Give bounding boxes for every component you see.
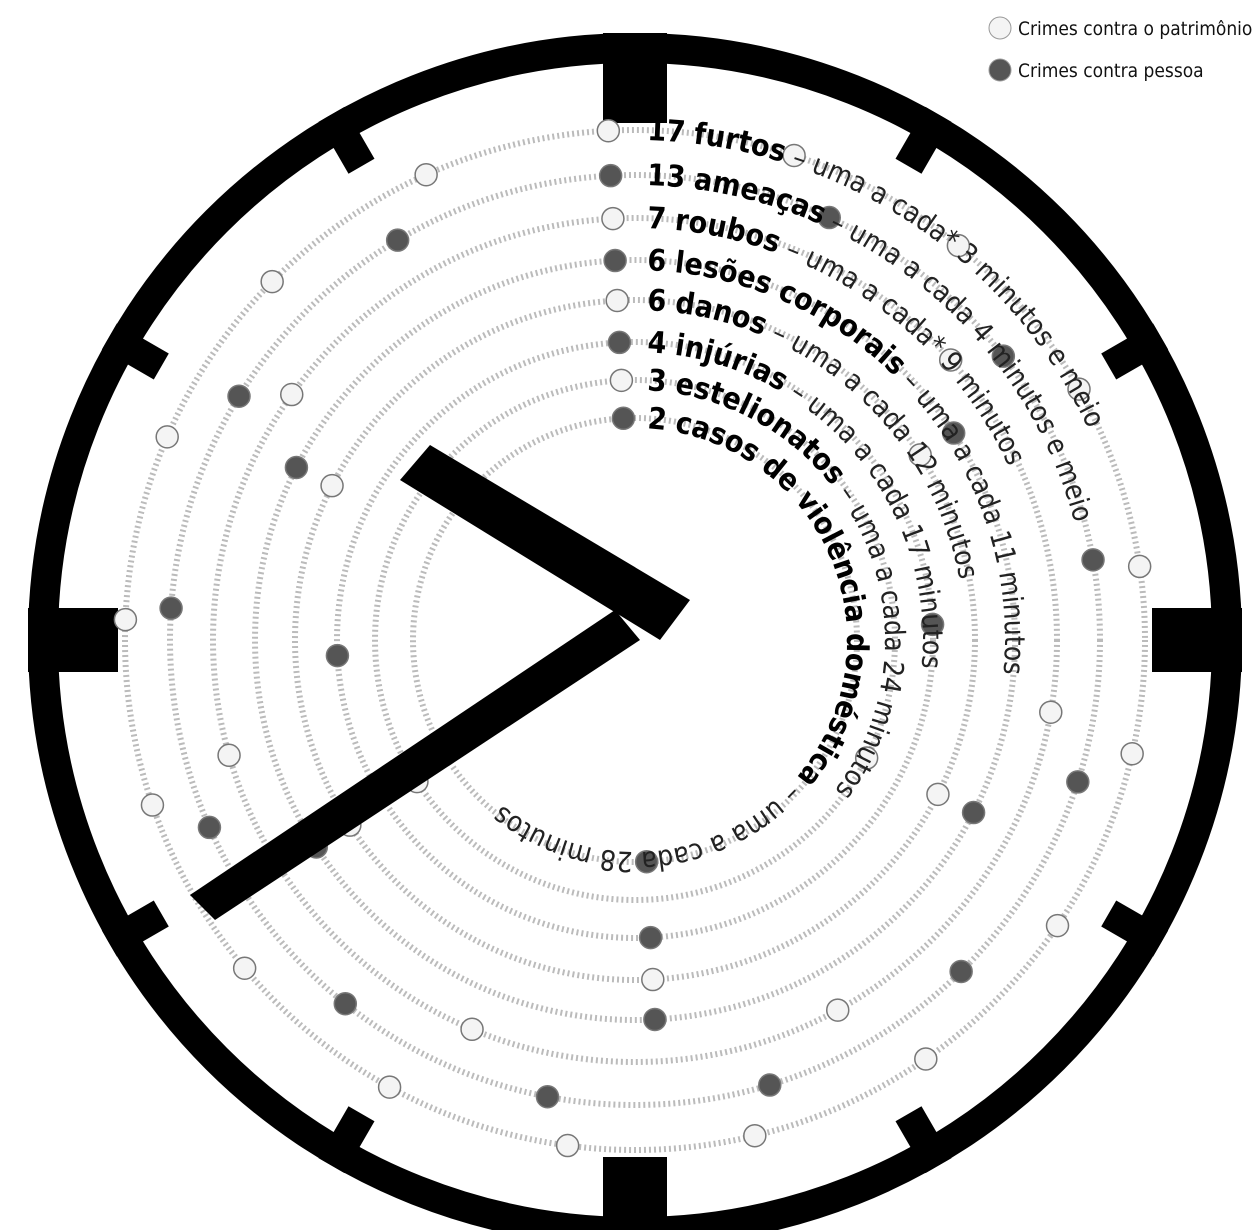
crime-dot: [415, 164, 437, 186]
crime-count: 3: [646, 363, 668, 399]
crime-dot: [759, 1074, 781, 1096]
crime-dot: [640, 927, 662, 949]
crime-dot: [608, 331, 630, 353]
clock-infographic: 17 furtos – uma a cada* 3 minutos e meio…: [0, 0, 1258, 1230]
crime-dot: [461, 1018, 483, 1040]
crime-dot: [927, 783, 949, 805]
crime-dot: [950, 960, 972, 982]
crime-dot: [600, 165, 622, 187]
crime-dot: [1121, 743, 1143, 765]
crime-dot: [827, 999, 849, 1021]
crime-dot: [1129, 555, 1151, 577]
legend-label: Crimes contra o patrimônio: [1018, 18, 1252, 40]
crime-dot: [156, 426, 178, 448]
crime-dot: [915, 1048, 937, 1070]
crime-count: 4: [646, 325, 667, 361]
crime-dot: [234, 957, 256, 979]
crime-dot: [557, 1135, 579, 1157]
crime-dot: [160, 597, 182, 619]
crime-dot: [1040, 701, 1062, 723]
crime-dot: [141, 794, 163, 816]
crime-dot: [963, 802, 985, 824]
crime-dot: [379, 1076, 401, 1098]
crime-dot: [321, 475, 343, 497]
crime-dot: [281, 384, 303, 406]
crime-dot: [642, 969, 664, 991]
crime-dot: [218, 744, 240, 766]
crime-dot: [744, 1125, 766, 1147]
crime-dot: [285, 456, 307, 478]
crime-count: 6: [646, 283, 667, 319]
crime-dot: [1067, 771, 1089, 793]
crime-dot: [644, 1008, 666, 1030]
legend: Crimes contra o patrimônio Crimes contra …: [989, 17, 1252, 82]
crime-dot: [1047, 915, 1069, 937]
crime-dot: [261, 271, 283, 293]
hour-tick: [603, 33, 667, 123]
hour-tick: [603, 1157, 667, 1230]
hour-tick: [28, 608, 118, 672]
crime-dot: [606, 289, 628, 311]
crime-dot: [228, 385, 250, 407]
hour-tick: [1152, 608, 1242, 672]
crime-dot: [198, 816, 220, 838]
crime-dot: [610, 369, 632, 391]
crime-dot: [1082, 549, 1104, 571]
crime-dot: [597, 120, 619, 142]
crime-dot: [602, 208, 624, 230]
crime-dot: [326, 645, 348, 667]
crime-dot: [536, 1086, 558, 1108]
crime-count: 6: [646, 243, 667, 279]
legend-label: Crimes contra pessoa: [1018, 60, 1204, 82]
crime-count: 7: [646, 201, 667, 237]
crime-dot: [334, 993, 356, 1015]
crime-count: 2: [646, 401, 668, 438]
legend-swatch: [989, 59, 1011, 81]
crime-dot: [387, 229, 409, 251]
crime-dot: [612, 407, 634, 429]
crime-count: 17: [647, 113, 687, 150]
crime-dot: [114, 609, 136, 631]
legend-swatch: [989, 17, 1011, 39]
crime-dot: [604, 250, 626, 272]
